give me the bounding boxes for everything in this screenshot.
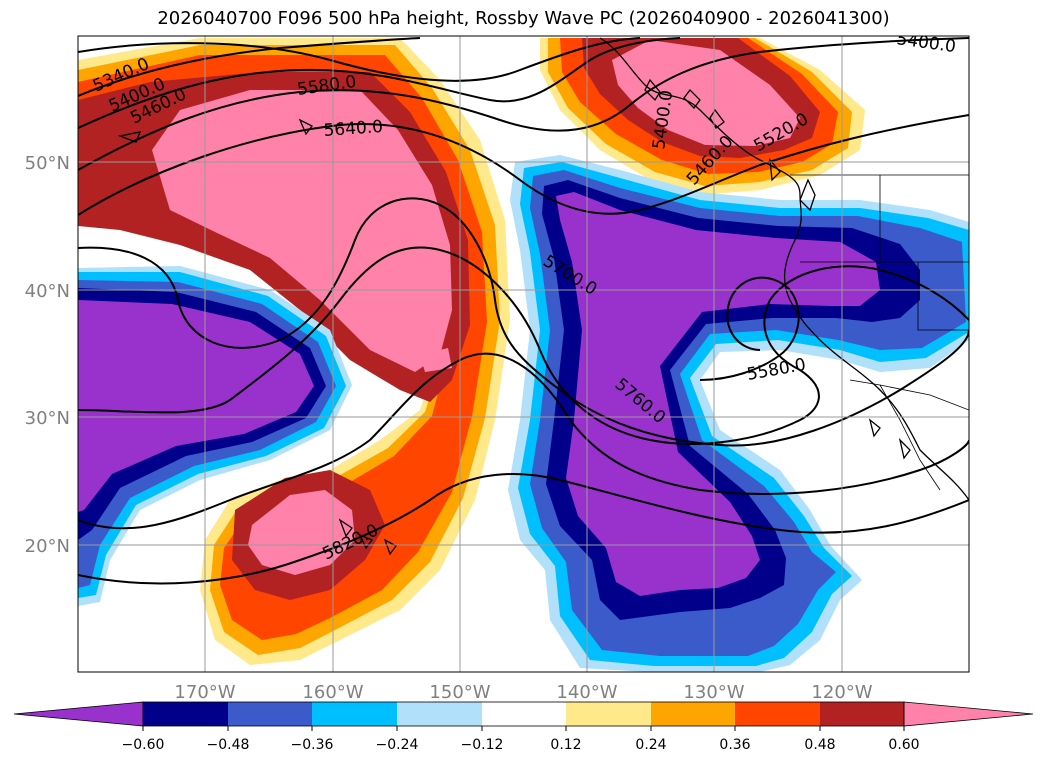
colorbar-tick-label: 0.24	[635, 737, 666, 753]
lon-label: 150°W	[429, 682, 490, 703]
colorbar: −0.60 −0.48 −0.36 −0.24 −0.12 0.12 0.24 …	[13, 701, 1034, 753]
colorbar-tick-label: −0.24	[376, 737, 419, 753]
anomaly-region-northeast-positive	[540, 38, 865, 195]
lat-label: 50°N	[25, 153, 70, 174]
colorbar-tick-label: −0.36	[291, 737, 334, 753]
latitude-labels: 50°N 40°N 30°N 20°N	[25, 153, 70, 557]
colorbar-segment	[482, 702, 566, 726]
colorbar-segment	[312, 702, 397, 726]
colorbar-tick-label: 0.12	[550, 737, 581, 753]
lon-label: 140°W	[556, 682, 617, 703]
colorbar-segment	[397, 702, 482, 726]
graticule	[78, 36, 969, 672]
height-contours	[78, 37, 969, 585]
colorbar-extend-right	[903, 701, 1034, 727]
lon-label: 120°W	[811, 682, 872, 703]
lat-label: 30°N	[25, 408, 70, 429]
longitude-labels: 170°W 160°W 150°W 140°W 130°W 120°W	[174, 682, 872, 703]
colorbar-segment	[566, 702, 651, 726]
anomaly-region-west-negative	[78, 266, 352, 606]
colorbar-extend-left	[13, 701, 144, 727]
colorbar-segment	[228, 702, 312, 726]
anomaly-region-northwest-positive	[78, 38, 510, 665]
map-title: 2026040700 F096 500 hPa height, Rossby W…	[157, 8, 890, 29]
map-frame	[77, 35, 970, 673]
lon-label: 130°W	[683, 682, 744, 703]
political-borders	[790, 174, 969, 491]
colorbar-segment	[735, 702, 820, 726]
lon-label: 160°W	[302, 682, 363, 703]
contour-label: 5640.0	[323, 117, 384, 141]
colorbar-tick-label: −0.60	[122, 737, 165, 753]
colorbar-tick-label: 0.36	[719, 737, 750, 753]
colorbar-tick-label: −0.12	[461, 737, 504, 753]
lat-label: 40°N	[25, 281, 70, 302]
colorbar-tick-label: 0.48	[804, 737, 835, 753]
colorbar-segment	[143, 702, 228, 726]
colorbar-tick-label: 0.60	[888, 737, 919, 753]
colorbar-segment	[820, 702, 904, 726]
colorbar-tick-label: −0.48	[207, 737, 250, 753]
colorbar-segment	[651, 702, 735, 726]
coastlines	[117, 37, 969, 556]
lon-label: 170°W	[174, 682, 235, 703]
lat-label: 20°N	[25, 536, 70, 557]
